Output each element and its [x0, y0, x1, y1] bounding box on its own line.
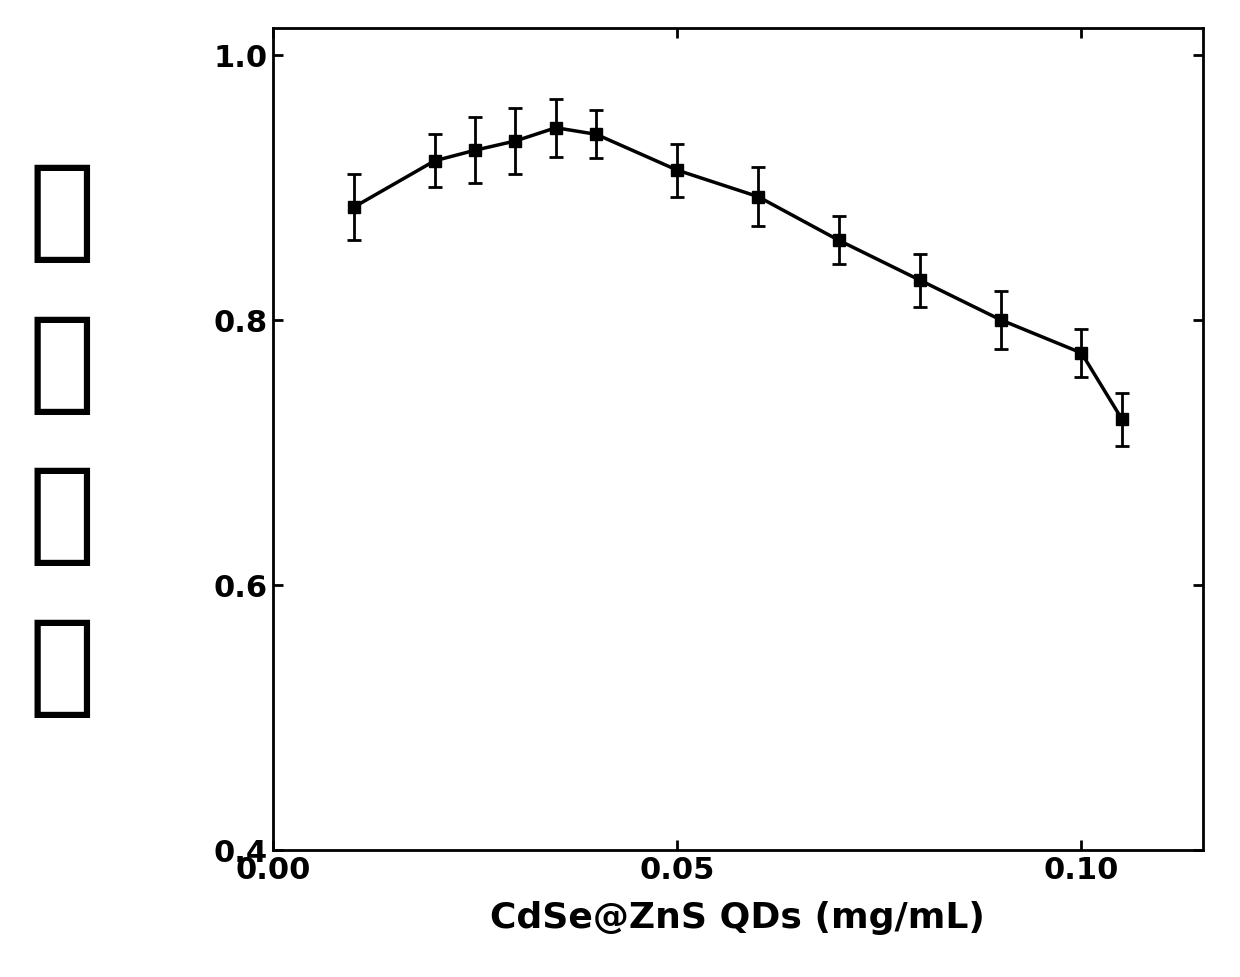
Text: 灭: 灭	[29, 311, 95, 417]
X-axis label: CdSe@ZnS QDs (mg/mL): CdSe@ZnS QDs (mg/mL)	[490, 901, 986, 934]
Text: 效: 效	[29, 462, 95, 569]
Text: 淣: 淣	[29, 159, 95, 266]
Text: 率: 率	[29, 614, 95, 720]
